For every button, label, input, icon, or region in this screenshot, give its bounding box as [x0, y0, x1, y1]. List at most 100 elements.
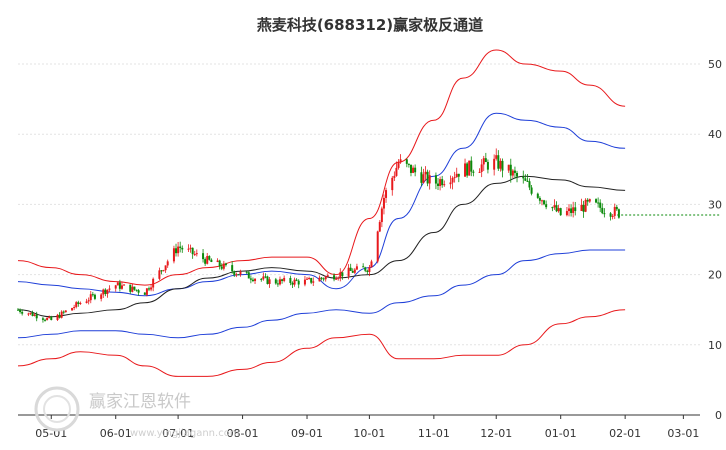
- candle-150: [453, 171, 456, 183]
- candle-36: [120, 282, 123, 290]
- candle-199: [597, 197, 600, 208]
- candle-1: [19, 308, 22, 314]
- candle-body-159: [480, 164, 483, 172]
- candle-body-189: [568, 208, 571, 212]
- candle-191: [572, 201, 575, 218]
- candle-76: [237, 274, 240, 276]
- candle-body-206: [615, 206, 618, 210]
- candle-206: [615, 204, 618, 212]
- candle-51: [164, 265, 167, 273]
- candle-body-183: [551, 207, 554, 209]
- candle-body-106: [324, 276, 327, 280]
- candle-body-60: [191, 247, 194, 255]
- candle-177: [530, 185, 533, 196]
- candle-185: [555, 201, 558, 213]
- candle-156: [470, 156, 473, 177]
- candle-172: [516, 170, 519, 183]
- candle-body-52: [166, 261, 169, 266]
- candle-body-15: [60, 311, 63, 318]
- y-tick-10: 10: [708, 339, 722, 352]
- candle-body-81: [251, 279, 254, 282]
- candle-body-109: [335, 278, 338, 280]
- candle-body-169: [509, 164, 512, 176]
- candle-0: [17, 307, 19, 311]
- band-middle: [17, 175, 626, 318]
- candle-body-111: [339, 272, 342, 278]
- candle-body-197: [588, 199, 591, 202]
- candle-88: [274, 277, 277, 285]
- candle-173: [522, 170, 525, 184]
- candle-body-6: [33, 314, 36, 316]
- candle-body-200: [599, 202, 602, 208]
- candle-body-82: [254, 278, 257, 282]
- candle-139: [422, 168, 425, 184]
- candle-body-138: [420, 172, 423, 183]
- candle-196: [586, 198, 589, 206]
- candle-body-14: [58, 314, 61, 318]
- candle-34: [116, 281, 119, 286]
- candle-187: [559, 207, 562, 216]
- candle-body-160: [482, 158, 485, 165]
- candle-68: [216, 258, 219, 263]
- candle-body-180: [540, 200, 543, 202]
- candle-161: [484, 152, 487, 163]
- candle-body-107: [326, 275, 329, 277]
- candle-79: [247, 270, 250, 279]
- candle-130: [395, 161, 398, 177]
- candle-121: [368, 264, 371, 277]
- candle-105: [322, 277, 325, 282]
- candle-175: [526, 173, 529, 183]
- candle-body-96: [295, 279, 298, 281]
- candle-body-176: [528, 181, 531, 188]
- candle-78: [245, 271, 248, 274]
- x-tick-07-01: 07-01: [162, 427, 194, 440]
- candle-body-75: [235, 274, 238, 276]
- candle-155: [468, 160, 471, 176]
- candle-body-74: [233, 271, 236, 275]
- candle-body-7: [35, 314, 38, 319]
- candle-body-56: [179, 246, 182, 248]
- candle-72: [224, 262, 227, 267]
- candle-92: [283, 275, 286, 283]
- candle-body-125: [380, 208, 383, 223]
- candle-61: [193, 250, 196, 257]
- candle-12: [50, 315, 53, 321]
- candle-14: [58, 312, 61, 319]
- candle-47: [152, 277, 155, 292]
- candle-body-57: [181, 247, 184, 250]
- candlesticks: [17, 148, 620, 323]
- candle-141: [426, 169, 429, 187]
- chart-title: 燕麦科技(688312)赢家极反通道: [257, 16, 483, 34]
- candle-body-26: [91, 294, 94, 296]
- candle-body-40: [133, 286, 136, 290]
- candle-55: [177, 241, 180, 257]
- candle-body-121: [368, 267, 371, 272]
- candle-body-91: [281, 279, 284, 281]
- candle-202: [603, 208, 606, 218]
- candle-body-146: [441, 179, 444, 186]
- candle-body-151: [455, 173, 458, 178]
- band-lower-inner: [17, 249, 626, 339]
- candle-body-114: [349, 267, 352, 271]
- candle-41: [135, 289, 138, 292]
- x-tick-06-01: 06-01: [100, 427, 132, 440]
- candle-body-165: [497, 155, 500, 169]
- candle-21: [77, 300, 80, 307]
- candle-body-27: [93, 294, 96, 299]
- candle-147: [443, 180, 446, 187]
- candle-128: [391, 176, 394, 196]
- candle-body-167: [501, 160, 504, 171]
- candle-body-59: [189, 247, 192, 249]
- candle-body-193: [580, 204, 583, 211]
- candle-body-143: [434, 175, 437, 184]
- candle-11: [48, 315, 51, 319]
- candle-body-13: [56, 314, 59, 320]
- candle-164: [495, 148, 498, 161]
- candle-90: [278, 276, 281, 286]
- candle-body-67: [210, 259, 213, 262]
- candle-body-33: [114, 285, 117, 289]
- candle-65: [206, 252, 209, 265]
- candle-body-55: [177, 246, 180, 254]
- candle-body-73: [231, 265, 234, 272]
- candle-85: [264, 273, 267, 279]
